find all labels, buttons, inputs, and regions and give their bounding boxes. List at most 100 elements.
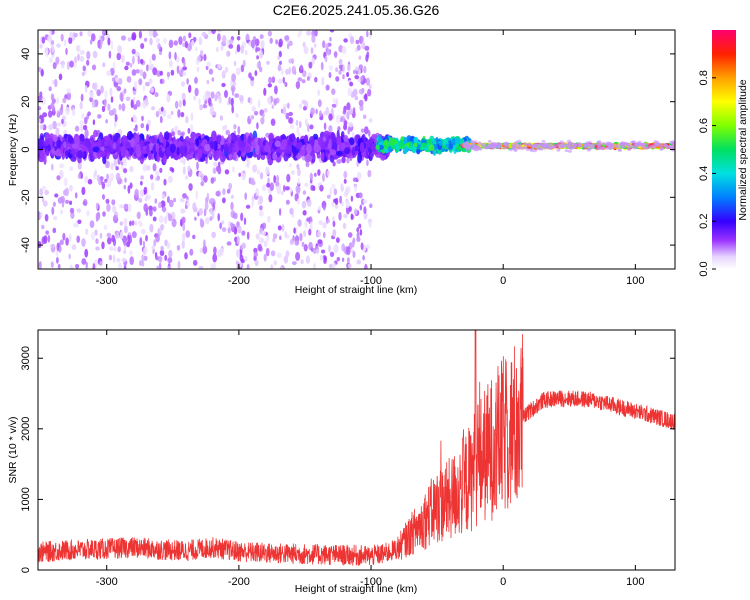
spectrogram-noise-cell — [221, 82, 226, 88]
spectrogram-noise-cell — [65, 47, 68, 56]
spectrogram-noise-cell — [210, 91, 215, 99]
spectrogram-noise-cell — [331, 183, 336, 190]
spectrogram-noise-cell — [160, 223, 165, 231]
spectrogram-halo-cell — [620, 145, 625, 149]
spectrogram-noise-cell — [310, 107, 315, 116]
spectrogram-noise-cell — [313, 43, 317, 48]
spectrogram-noise-cell — [185, 204, 188, 210]
spectrogram-noise-cell — [44, 214, 49, 222]
spectrogram-noise-cell — [140, 175, 144, 180]
spectrogram-transition-cell — [454, 137, 461, 145]
spectrogram-band-cell — [292, 140, 297, 147]
spectrogram-y-ticks: -40 -20 0 20 40 — [20, 48, 675, 253]
snr-x-tick-label: -300 — [96, 576, 118, 588]
spectrogram-noise-cell — [137, 211, 141, 220]
spectrogram-noise-cell — [298, 103, 303, 109]
spectrogram-noise-cell — [216, 165, 219, 172]
spectrogram-noise-cell — [63, 177, 68, 187]
spectrogram-noise-cell — [323, 204, 326, 211]
spectrogram-noise-cell — [282, 106, 287, 115]
spectrogram-noise-cell — [84, 248, 89, 258]
spectrogram-noise-cell — [306, 30, 312, 36]
spectrogram-noise-cell — [221, 227, 227, 233]
spectrogram-noise-cell — [38, 118, 41, 123]
spectrogram-noise-cell — [107, 103, 111, 112]
spectrogram-noise-cell — [253, 247, 258, 254]
spectrogram-band-cell — [209, 141, 216, 150]
spectrogram-noise-cell — [57, 263, 61, 269]
spectrogram-noise-cell — [352, 88, 358, 97]
spectrogram-band-cell — [195, 138, 200, 147]
spectrogram-noise-cell — [235, 67, 241, 76]
spectrogram-noise-cell — [47, 234, 51, 243]
spectrogram-noise-cell — [89, 220, 95, 229]
spectrogram-noise-cell — [163, 178, 167, 186]
spectrogram-noise-cell — [346, 110, 350, 120]
chart-title: C2E6.2025.241.05.36.G26 — [273, 2, 440, 18]
snr-y-ticks: 0 1000 2000 3000 — [20, 346, 675, 573]
spectrogram-noise-cell — [254, 259, 259, 266]
spectrogram-noise-cell — [56, 256, 59, 264]
spectrogram-noise-cell — [351, 131, 355, 139]
spectrogram-noise-cell — [332, 161, 336, 167]
spectrogram-halo-cell — [585, 141, 589, 145]
spectrogram-noise-cell — [212, 111, 217, 116]
spectrogram-noise-cell — [167, 212, 171, 219]
spectrogram-x-tick-label: 0 — [500, 275, 506, 287]
snr-y-label: SNR (10 * v/v) — [7, 416, 19, 483]
spectrogram-noise-cell — [321, 76, 325, 86]
spectrogram-noise-cell — [42, 112, 48, 118]
spectrogram-noise-cell — [50, 261, 54, 269]
spectrogram-transition-cell — [456, 146, 461, 152]
spectrogram-halo-cell — [617, 148, 622, 152]
spectrogram-noise-cell — [205, 65, 209, 70]
spectrogram-noise-cell — [176, 65, 180, 74]
spectrogram-halo-cell — [646, 145, 651, 149]
spectrogram-halo-cell — [527, 142, 532, 146]
spectrogram-noise-cell — [80, 93, 84, 102]
spectrogram-noise-cell — [303, 244, 308, 252]
spectrogram-noise-cell — [119, 231, 124, 240]
spectrogram-noise-cell — [103, 224, 108, 231]
spectrogram-noise-cell — [296, 163, 300, 170]
spectrogram-noise-cell — [250, 76, 255, 81]
spectrogram-noise-cell — [81, 186, 86, 196]
spectrogram-noise-cell — [137, 55, 140, 65]
spectrogram-band-cell — [240, 135, 244, 142]
spectrogram-noise-cell — [328, 113, 333, 121]
spectrogram-band-cell — [348, 137, 355, 146]
spectrogram-noise-cell — [129, 250, 133, 256]
spectrogram-noise-cell — [124, 177, 127, 183]
spectrogram-noise-cell — [289, 238, 294, 245]
spectrogram-noise-cell — [60, 209, 63, 215]
spectrogram-band-cell — [128, 147, 134, 156]
spectrogram-noise-cell — [116, 52, 122, 61]
spectrogram-noise-cell — [359, 204, 363, 211]
spectrogram-band-cell — [324, 140, 329, 148]
spectrogram-noise-cell — [84, 85, 88, 93]
spectrogram-noise-cell — [66, 91, 72, 101]
spectrogram-noise-cell — [100, 176, 103, 186]
spectrogram-halo-cell — [557, 142, 561, 146]
spectrogram-noise-cell — [182, 193, 187, 199]
spectrogram-noise-cell — [187, 165, 191, 172]
spectrogram-noise-cell — [286, 173, 291, 183]
spectrogram-noise-cell — [312, 247, 317, 254]
spectrogram-noise-cell — [234, 212, 238, 220]
spectrogram-noise-cell — [217, 33, 221, 42]
spectrogram-noise-cell — [101, 241, 105, 250]
spectrogram-noise-cell — [358, 99, 364, 107]
spectrogram-noise-cell — [190, 112, 194, 121]
spectrogram-noise-cell — [325, 106, 329, 115]
spectrogram-noise-cell — [185, 115, 189, 124]
spectrogram-noise-cell — [291, 65, 296, 75]
spectrogram-noise-cell — [333, 244, 339, 254]
spectrogram-noise-cell — [181, 240, 185, 249]
spectrogram-noise-cell — [86, 59, 90, 66]
spectrogram-noise-cell — [335, 114, 341, 124]
spectrogram-noise-cell — [285, 186, 290, 191]
spectrogram-noise-cell — [318, 220, 323, 226]
spectrogram-transition-cell — [421, 142, 427, 148]
spectrogram-noise-cell — [100, 37, 103, 46]
spectrogram-noise-cell — [225, 129, 230, 136]
